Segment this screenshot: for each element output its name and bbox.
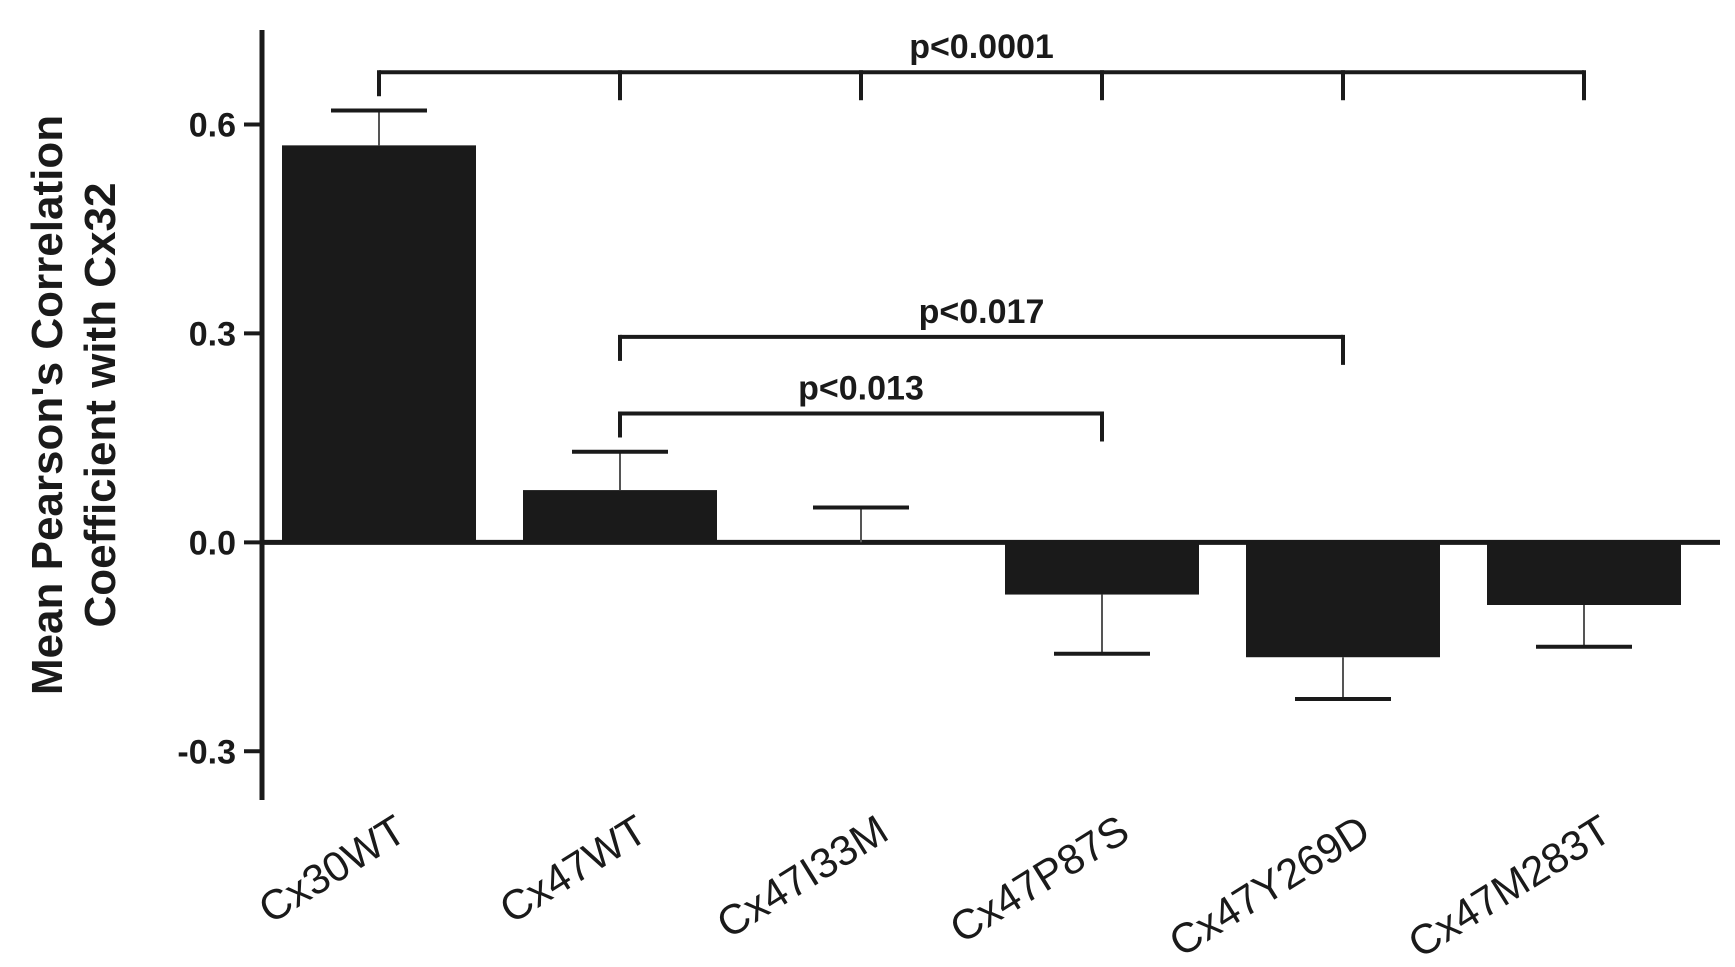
bars [282, 145, 1681, 658]
category-label: Cx47P87S [942, 806, 1137, 952]
category-label: Cx47WT [491, 806, 654, 932]
bar [282, 145, 476, 543]
y-tick-label: 0.0 [189, 524, 236, 562]
significance-label: p<0.0001 [909, 28, 1054, 66]
axes [259, 30, 1720, 800]
error-bars [331, 108, 1632, 702]
significance-label: p<0.013 [798, 369, 924, 407]
y-axis-title: Mean Pearson's Correlation Coefficient w… [23, 115, 125, 695]
y-tick-label: 0.6 [189, 106, 236, 144]
bar [1005, 542, 1199, 595]
y-axis-title-line-1: Mean Pearson's Correlation [23, 115, 72, 695]
significance-label: p<0.017 [919, 293, 1045, 331]
category-label: Cx47Y269D [1161, 806, 1378, 966]
category-label: Cx30WT [250, 806, 413, 932]
y-tick-label: -0.3 [177, 733, 236, 771]
bar [1246, 542, 1440, 658]
x-axis-labels: Cx30WT Cx47WT Cx47I33M Cx47P87S Cx47Y269D Cx4… [250, 806, 1618, 967]
category-label: Cx47M283T [1400, 806, 1619, 967]
y-tick-label: 0.3 [189, 315, 236, 353]
y-axis-ticks: 0.6 0.3 0.0 -0.3 [177, 106, 262, 771]
bar [1487, 542, 1681, 605]
bar [523, 490, 717, 543]
category-label: Cx47I33M [709, 806, 896, 947]
significance-brackets: p<0.0001 p<0.017 p<0.013 [377, 28, 1586, 442]
y-axis-title-line-2: Coefficient with Cx32 [76, 183, 125, 628]
